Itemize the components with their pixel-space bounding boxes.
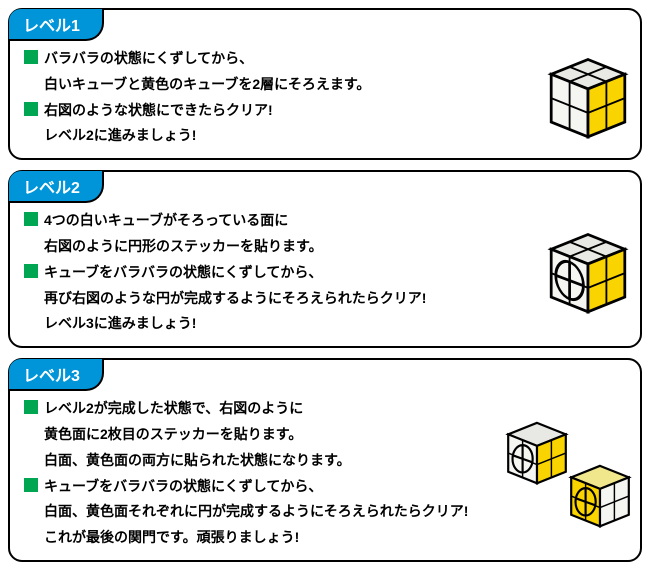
cube-icon	[542, 229, 634, 321]
level-2-text: 4つの白いキューブがそろっている面に 右図のように円形のステッカーを貼ります。 …	[24, 209, 516, 336]
line-text: 右図のように円形のステッカーを貼ります。	[44, 235, 323, 259]
level-1-content: バラバラの状態にくずしてから、 白いキューブと黄色のキューブを2層にそろえます。…	[10, 41, 640, 158]
bullet-icon	[24, 50, 38, 64]
bullet-icon	[24, 400, 38, 414]
level-1-header: レベル1	[9, 9, 104, 41]
line-text: 再び右図のような円が完成するようにそろえられたらクリア!	[44, 287, 426, 311]
level-1-box: レベル1 バラバラの状態にくずしてから、 白いキューブと黄色のキューブを2層にそ…	[8, 8, 642, 160]
level-2-content: 4つの白いキューブがそろっている面に 右図のように円形のステッカーを貼ります。 …	[10, 203, 640, 346]
bullet-icon	[24, 102, 38, 116]
cube-icon	[542, 54, 634, 146]
line-text: レベル2が完成した状態で、右図のように	[44, 397, 303, 421]
bullet-icon	[24, 264, 38, 278]
level-1-cube	[542, 54, 634, 146]
line-text: 白面、黄色面の両方に貼られた状態になります。	[44, 449, 351, 473]
line-text: レベル2に進みましょう!	[44, 124, 196, 148]
level-2-header: レベル2	[9, 171, 104, 203]
line-text: 白いキューブと黄色のキューブを2層にそろえます。	[44, 73, 370, 97]
bullet-icon	[24, 478, 38, 492]
level-2-cube	[542, 229, 634, 321]
level-1-text: バラバラの状態にくずしてから、 白いキューブと黄色のキューブを2層にそろえます。…	[24, 47, 516, 148]
line-text: キューブをバラバラの状態にくずしてから、	[44, 261, 322, 285]
line-text: 右図のような状態にできたらクリア!	[44, 99, 273, 123]
level-2-box: レベル2 4つの白いキューブがそろっている面に 右図のように円形のステッカーを貼…	[8, 170, 642, 348]
line-text: キューブをバラバラの状態にくずしてから、	[44, 475, 322, 499]
cube-yellow-icon	[564, 461, 636, 533]
line-text: これが最後の関門です。頑張りましょう!	[44, 526, 299, 550]
line-text: バラバラの状態にくずしてから、	[44, 47, 253, 71]
level-3-header: レベル3	[9, 359, 104, 391]
level-3-cubes	[501, 418, 636, 533]
line-text: 白面、黄色面それぞれに円が完成するようにそろえられたらクリア!	[44, 500, 468, 524]
line-text: 黄色面に2枚目のステッカーを貼ります。	[44, 423, 302, 447]
line-text: レベル3に進みましょう!	[44, 312, 196, 336]
level-3-box: レベル3 レベル2が完成した状態で、右図のように 黄色面に2枚目のステッカーを貼…	[8, 358, 642, 562]
line-text: 4つの白いキューブがそろっている面に	[44, 209, 288, 233]
bullet-icon	[24, 212, 38, 226]
level-3-text: レベル2が完成した状態で、右図のように 黄色面に2枚目のステッカーを貼ります。 …	[24, 397, 496, 550]
level-3-content: レベル2が完成した状態で、右図のように 黄色面に2枚目のステッカーを貼ります。 …	[10, 391, 640, 560]
cube-white-icon	[501, 418, 573, 490]
